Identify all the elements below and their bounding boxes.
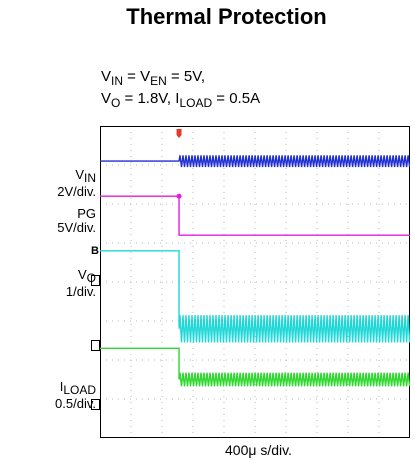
vin-channel-label: VIN 2V/div.	[52, 168, 96, 199]
pg-trace	[100, 195, 410, 236]
pg-scale: 5V/div.	[57, 220, 96, 235]
channel-1-marker	[91, 275, 100, 286]
pg-transition-dot	[176, 193, 182, 199]
vo-channel-label: VO 1/div.	[52, 268, 96, 299]
oscilloscope-plot	[100, 126, 410, 438]
vin-scale: 2V/div.	[57, 184, 96, 199]
test-conditions-line-1: VIN = VEN = 5V,	[101, 68, 206, 88]
vo-scale: 1/div.	[65, 284, 96, 299]
x-axis-label: 400μ s/div.	[225, 442, 292, 458]
plot-border	[100, 126, 410, 438]
test-conditions-line-2: VO = 1.8V, ILOAD = 0.5A	[101, 90, 261, 110]
iload-trace	[100, 347, 410, 387]
channel-4-marker	[91, 399, 100, 410]
vo-trace	[100, 250, 410, 343]
iload-scale: 0.5/div.	[55, 396, 96, 411]
trigger-marker	[176, 129, 182, 138]
pg-channel-label: PG 5V/div.	[52, 207, 96, 235]
iload-channel-label: ILOAD 0.5/div.	[34, 380, 96, 411]
channel-2-marker	[91, 340, 100, 351]
trigger-level-marker: B	[91, 245, 99, 257]
chart-title: Thermal Protection	[126, 4, 327, 29]
vin-trace	[100, 155, 410, 168]
